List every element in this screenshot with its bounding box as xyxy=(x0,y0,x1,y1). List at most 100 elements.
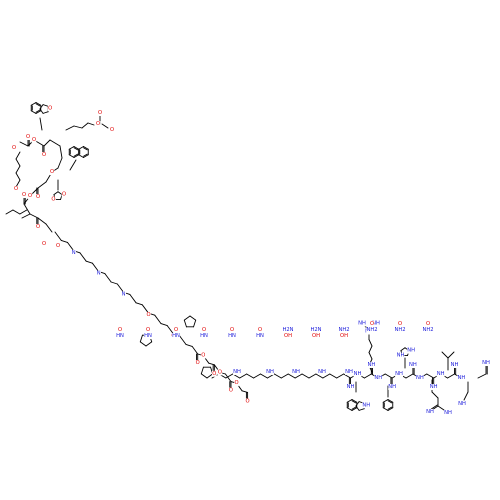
bond xyxy=(437,405,445,411)
atom-label: NH xyxy=(482,360,490,366)
atom-label: O xyxy=(146,327,150,333)
bond xyxy=(21,213,31,219)
bond xyxy=(83,154,89,158)
bond xyxy=(463,391,469,401)
atom-label: O xyxy=(14,186,18,192)
atom-label-background xyxy=(228,387,234,394)
atom-label: HN xyxy=(256,333,264,339)
atom-label: NH xyxy=(426,409,434,415)
bond xyxy=(355,401,360,407)
bond xyxy=(206,373,214,379)
bond xyxy=(12,209,21,215)
bond xyxy=(37,181,47,189)
bond xyxy=(154,314,162,325)
bond xyxy=(246,373,255,379)
atom-label: HN xyxy=(116,333,124,339)
bond xyxy=(68,146,75,150)
bond xyxy=(351,399,358,403)
atom-label-background xyxy=(51,196,56,203)
bond xyxy=(43,139,51,147)
atom-label-background xyxy=(282,327,294,333)
atom-label-background xyxy=(415,375,424,381)
atom-label: O xyxy=(98,110,102,116)
atom-label: NH xyxy=(374,375,382,381)
bond xyxy=(110,281,118,285)
atom-label-background xyxy=(55,243,61,249)
atom-label: NH xyxy=(362,402,370,408)
atom-label: NH2 xyxy=(422,327,433,333)
atom-label-background xyxy=(47,105,53,112)
atom-label: NH xyxy=(395,371,403,377)
atom-label: O xyxy=(96,121,100,127)
atom-label: HN xyxy=(200,333,208,339)
bond xyxy=(73,125,83,129)
atom-label-background xyxy=(146,312,151,319)
atom-label: NH xyxy=(318,369,326,375)
bond xyxy=(260,373,268,379)
bond xyxy=(60,239,68,243)
bond xyxy=(477,373,487,379)
atom-label: NH xyxy=(451,362,459,368)
bond xyxy=(368,345,373,353)
atom-label-background xyxy=(374,375,383,381)
atom-label: NH xyxy=(345,369,353,375)
atom-label-background xyxy=(408,362,417,368)
bond xyxy=(129,293,137,304)
atom-label-background xyxy=(200,352,206,359)
bond xyxy=(73,146,80,150)
bond xyxy=(387,399,394,403)
bond xyxy=(191,345,199,355)
bond xyxy=(54,231,62,241)
atom-label: NH2 xyxy=(338,327,349,333)
bond xyxy=(139,341,147,347)
atom-label: O xyxy=(370,321,374,327)
atom-label-background xyxy=(109,127,115,133)
atom-label-background xyxy=(121,291,126,298)
atom-label: O xyxy=(202,327,206,333)
atom-label-background xyxy=(388,384,397,390)
atom-label-background xyxy=(96,270,101,277)
atom-label-background xyxy=(346,384,355,390)
atom-label: O xyxy=(246,398,250,404)
atom-label: O xyxy=(51,196,55,202)
atom-label-background xyxy=(117,327,123,333)
atom-label: O xyxy=(28,193,32,199)
atom-label: O xyxy=(26,134,30,140)
bond xyxy=(101,123,109,129)
bond xyxy=(351,406,357,410)
atom-label-background xyxy=(450,362,459,368)
atom-label-background xyxy=(292,369,300,375)
atom-label: O xyxy=(218,369,222,375)
bond xyxy=(200,373,208,379)
atom-label: NH xyxy=(372,321,380,327)
bond xyxy=(253,373,261,379)
atom-label-background xyxy=(49,169,55,175)
atom-label-background xyxy=(366,327,378,333)
atom-label-background xyxy=(458,401,466,407)
bond xyxy=(83,153,88,157)
bond xyxy=(355,405,360,411)
atom-label: O xyxy=(12,145,16,151)
bond xyxy=(294,373,303,379)
atom-label: O xyxy=(22,192,26,198)
atom-label-background xyxy=(201,327,207,333)
atom-label: NH xyxy=(409,362,417,368)
bond xyxy=(189,315,197,321)
atom-label-background xyxy=(369,321,375,327)
bond xyxy=(387,407,394,411)
bond xyxy=(405,373,414,379)
bond xyxy=(29,213,39,219)
atom-label: O xyxy=(110,127,114,133)
bond xyxy=(426,373,435,379)
atom-label: O xyxy=(229,388,233,394)
atom-label-background xyxy=(13,186,19,192)
atom-label-background xyxy=(25,134,31,140)
bond xyxy=(30,102,37,106)
atom-label-background xyxy=(256,333,264,339)
atom-label-background xyxy=(71,249,77,256)
atom-label: O xyxy=(230,327,234,333)
bond xyxy=(166,325,174,335)
atom-label: NH xyxy=(358,321,366,327)
bond xyxy=(57,157,63,169)
bond xyxy=(185,343,193,347)
